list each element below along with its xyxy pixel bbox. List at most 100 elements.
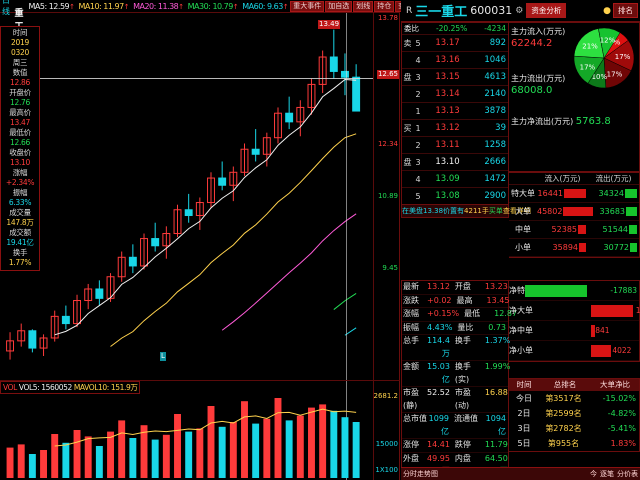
status-item-1[interactable]: 逐笔 xyxy=(600,470,614,478)
info-value-4: 13.10 xyxy=(10,158,30,167)
ma-legend-0: MA5: 12.59↑ xyxy=(28,1,76,11)
stock-code: 600031 xyxy=(470,4,513,17)
order-level: 4 xyxy=(415,55,421,65)
toolbar-button-0[interactable]: 重大事件 xyxy=(290,0,325,12)
order-row-买盘-5[interactable]: 5 13.08 2900 xyxy=(402,187,508,204)
net-flow-value: 5763.8 xyxy=(575,116,611,127)
high-price-tag: 13.49 xyxy=(318,20,341,29)
flow-table-header: 流入(万元) 流出(万元) xyxy=(509,173,639,185)
rank-row[interactable]: 5日 第955名 1.83% xyxy=(509,436,639,451)
order-row-买盘-1[interactable]: 买 1 13.12 39 xyxy=(402,119,508,136)
quote-detail: 最新 13.12 开盘 13.23 涨跌 +0.02 最高 13.45 涨幅 +0.15% 最低 12… xyxy=(401,280,517,480)
net-bar-track: 4022 xyxy=(543,344,639,358)
quote-label-2: 市盈(动) xyxy=(454,388,471,410)
stock-name: 三一重工 xyxy=(415,5,468,20)
order-row-卖盘-1[interactable]: 1 13.13 3878 xyxy=(402,102,508,119)
rank-tab[interactable]: 排名 xyxy=(613,3,638,18)
quote-row: 振幅 4.43% 量比 0.73 xyxy=(402,322,508,335)
order-volume: 892 xyxy=(489,38,506,48)
order-volume: 1046 xyxy=(484,55,506,65)
order-row-买盘-2[interactable]: 2 13.11 1258 xyxy=(402,136,508,153)
net-bar-fill xyxy=(524,284,587,297)
flow-outflow-value: 30772 xyxy=(603,243,629,252)
flow-outflow-cell: 34324 xyxy=(588,189,639,198)
net-bar-row: 净小单 4022 xyxy=(509,341,639,361)
footer-tag: 买单 xyxy=(488,207,503,215)
pie-slice-6 xyxy=(598,27,621,59)
quote-label-2: 跌停 xyxy=(454,440,471,449)
rank-position: 第955名 xyxy=(547,439,580,448)
order-row-买盘-3[interactable]: 盘 3 13.10 2666 xyxy=(402,153,508,170)
status-item-2[interactable]: 分价表 xyxy=(617,470,638,478)
order-side-label: 卖 xyxy=(403,38,412,48)
quote-value-2: 11.79 xyxy=(484,440,508,449)
quote-value-2: 0.73 xyxy=(488,322,506,332)
chart-period-tab[interactable]: 日线 xyxy=(2,0,10,16)
flow-inflow-bar xyxy=(563,207,594,216)
order-volume: 4613 xyxy=(484,72,506,82)
rank-pct: 1.83% xyxy=(610,439,636,448)
order-price: 13.09 xyxy=(435,174,460,184)
toolbar-button-2[interactable]: 划线 xyxy=(353,0,374,12)
ma-legend-3: MA30: 10.79↑ xyxy=(187,1,239,11)
toolbar-button-3[interactable]: 持仓 xyxy=(374,0,395,12)
flow-inflow-value: 16441 xyxy=(537,189,563,198)
rank-position: 第2782名 xyxy=(545,424,582,433)
price-axis: 13.78 12.34 10.89 9.45 2681.2 15000 1X100 12.6… xyxy=(373,13,399,480)
pie-label-4: 17% xyxy=(580,63,596,71)
order-row-卖盘-4[interactable]: 4 13.16 1046 xyxy=(402,51,508,68)
rank-row[interactable]: 2日 第2599名 -4.82% xyxy=(509,406,639,421)
price-chart[interactable] xyxy=(0,13,374,380)
info-label-7: 成交额 xyxy=(9,228,31,237)
flow-outflow-cell: 33683 xyxy=(595,207,639,216)
net-bar-label: 净大单 xyxy=(509,306,533,315)
quote-value-2: 16.88 xyxy=(484,388,508,397)
net-flow-row: 主力净流出(万元) 5763.8 xyxy=(509,98,639,127)
flow-inflow-value: 45802 xyxy=(537,207,563,216)
quote-value: +0.02 xyxy=(427,295,452,305)
footer-qty: 4211手 xyxy=(464,207,489,215)
current-price-tag: 12.65 xyxy=(376,70,399,79)
flow-outflow-value: 51544 xyxy=(602,225,628,234)
chart-marker-l: L xyxy=(160,352,166,361)
order-price: 13.15 xyxy=(435,72,460,82)
net-bar-value: 12119 xyxy=(635,305,640,315)
status-item-0[interactable]: 今 xyxy=(590,470,597,478)
order-row-卖盘-5[interactable]: 卖 5 13.17 892 xyxy=(402,34,508,51)
rank-row[interactable]: 3日 第2782名 -5.41% xyxy=(509,421,639,436)
net-bar-fill xyxy=(591,344,611,357)
gear-icon[interactable]: ⚙ xyxy=(515,5,524,16)
rank-row[interactable]: 今日 第3517名 -15.02% xyxy=(509,391,639,406)
volume-chart[interactable] xyxy=(0,384,374,480)
order-row-卖盘-3[interactable]: 盘 3 13.15 4613 xyxy=(402,68,508,85)
net-bar-row: 净大单 12119 xyxy=(509,301,640,321)
toolbar-button-1[interactable]: 加自选 xyxy=(325,0,353,12)
status-bar: 分时走势图 今逐笔 分价表 xyxy=(401,467,640,480)
quote-label-2: 流通值 xyxy=(454,414,478,423)
order-row-卖盘-2[interactable]: 2 13.14 2140 xyxy=(402,85,508,102)
quote-label-2: 换手(实) xyxy=(454,362,471,384)
volume-header: VOL VOL5: 1560052 MAVOL10: 151.9万 xyxy=(0,381,141,394)
order-level: 2 xyxy=(415,89,421,99)
order-price: 13.08 xyxy=(435,191,460,201)
info-label-2: 最低价 xyxy=(9,128,31,137)
order-row-买盘-4[interactable]: 4 13.09 1472 xyxy=(402,170,508,187)
order-level: 5 xyxy=(415,38,421,48)
weibi-label: 委比 xyxy=(404,24,419,33)
crosshair-horizontal xyxy=(0,78,374,79)
price-axis-label-4: 2681.2 xyxy=(373,392,399,400)
net-bar-value: 841 xyxy=(595,325,610,335)
quote-row: 涨跌 +0.02 最高 13.45 xyxy=(402,295,509,308)
order-volume: 2666 xyxy=(484,157,506,167)
quote-row: 涨停 14.41 跌停 11.79 xyxy=(402,439,508,453)
info-value-header: 数值 xyxy=(12,68,28,77)
footer-link[interactable]: 查看详细 xyxy=(502,207,531,215)
tab-capital-analysis[interactable]: 资金分析 xyxy=(526,3,567,18)
volume-ma5: VOL5: 1560052 xyxy=(18,383,72,392)
quote-label: 总市值 xyxy=(403,414,427,423)
outflow-label: 主力流出(万元) xyxy=(511,74,566,83)
capital-pie-chart: 15%17%17%10%17%21%12% xyxy=(571,25,637,91)
rank-period: 今日 xyxy=(516,394,532,403)
volume-chart-svg xyxy=(6,398,360,478)
pin-icon[interactable]: ● xyxy=(603,5,611,16)
